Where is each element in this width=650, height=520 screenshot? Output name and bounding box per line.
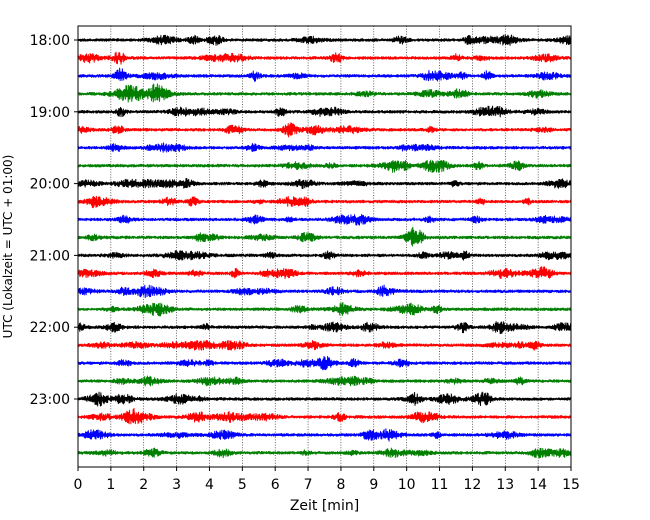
trace-2130: [77, 284, 572, 299]
trace-2345: [77, 447, 572, 459]
trace-2045: [77, 226, 572, 247]
trace-2000: [77, 177, 572, 190]
x-tick-label: 6: [271, 477, 280, 493]
trace-1800: [77, 34, 572, 46]
y-tick-label: 21:00: [30, 248, 70, 264]
x-tick-label: 5: [238, 477, 247, 493]
trace-2145: [77, 302, 572, 317]
x-tick-label: 14: [529, 477, 547, 493]
trace-1845: [77, 83, 572, 103]
y-tick-label: 22:00: [30, 320, 70, 336]
x-tick-label: 15: [562, 477, 580, 493]
trace-1930: [77, 142, 572, 153]
trace-2230: [77, 355, 572, 371]
grid-layer: [110, 26, 539, 467]
trace-1815: [77, 51, 572, 65]
y-tick-label: 23:00: [30, 392, 70, 408]
x-tick-label: 11: [431, 477, 449, 493]
x-axis-ticks: 0 1 2 3 4 5 6 7 8 9 10 11 12 13 14 15: [74, 467, 580, 493]
x-tick-label: 8: [336, 477, 345, 493]
y-axis-label: UTC (Lokalzeit = UTC + 01:00): [1, 155, 15, 339]
trace-2015: [77, 195, 572, 209]
x-tick-label: 13: [496, 477, 514, 493]
trace-1915: [77, 122, 572, 138]
trace-2215: [77, 339, 572, 351]
y-axis-ticks: 18:00 19:00 20:00 21:00 22:00 23:00: [30, 33, 78, 408]
x-tick-label: 12: [463, 477, 481, 493]
y-tick-label: 18:00: [30, 33, 70, 49]
trace-2315: [77, 407, 572, 425]
x-tick-label: 1: [106, 477, 115, 493]
x-tick-label: 7: [304, 477, 313, 493]
trace-1900: [77, 105, 572, 118]
y-tick-label: 19:00: [30, 105, 70, 121]
y-tick-label: 20:00: [30, 177, 70, 193]
trace-2300: [77, 391, 572, 407]
trace-2100: [77, 250, 572, 261]
x-tick-label: 0: [74, 477, 83, 493]
trace-2245: [77, 375, 572, 387]
trace-2200: [77, 321, 572, 335]
x-tick-label: 10: [398, 477, 416, 493]
trace-layer: [77, 34, 572, 459]
x-tick-label: 3: [172, 477, 181, 493]
trace-1945: [77, 159, 572, 173]
trace-2330: [77, 428, 572, 442]
x-axis-label: Zeit [min]: [290, 498, 359, 514]
x-tick-label: 9: [369, 477, 378, 493]
x-tick-label: 4: [205, 477, 214, 493]
trace-2030: [77, 213, 572, 226]
x-tick-label: 2: [139, 477, 148, 493]
trace-2115: [77, 266, 572, 280]
plot-frame: [77, 25, 572, 468]
trace-1830: [77, 67, 572, 82]
